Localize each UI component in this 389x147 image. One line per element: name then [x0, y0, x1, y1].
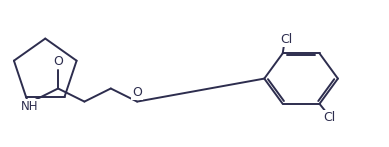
Text: O: O	[53, 55, 63, 68]
Text: Cl: Cl	[280, 33, 293, 46]
Text: Cl: Cl	[323, 111, 335, 124]
Text: NH: NH	[21, 100, 39, 113]
Text: O: O	[132, 86, 142, 99]
